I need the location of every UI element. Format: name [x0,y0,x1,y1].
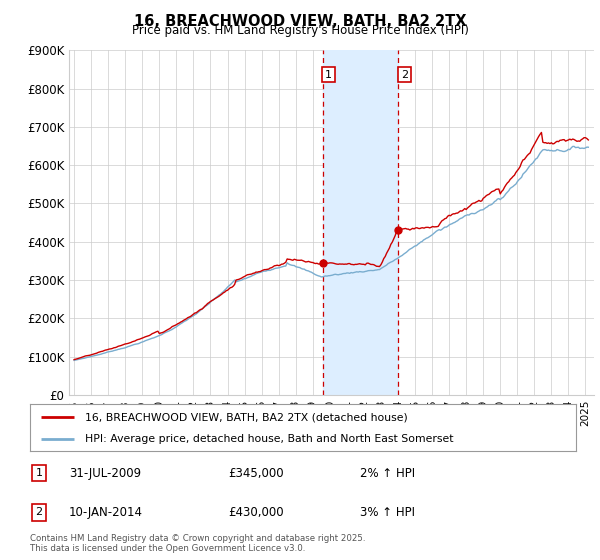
Text: Price paid vs. HM Land Registry's House Price Index (HPI): Price paid vs. HM Land Registry's House … [131,24,469,37]
Text: 2% ↑ HPI: 2% ↑ HPI [360,466,415,480]
Text: 2: 2 [35,507,43,517]
Text: Contains HM Land Registry data © Crown copyright and database right 2025.
This d: Contains HM Land Registry data © Crown c… [30,534,365,553]
Text: 16, BREACHWOOD VIEW, BATH, BA2 2TX: 16, BREACHWOOD VIEW, BATH, BA2 2TX [134,14,466,29]
Text: 10-JAN-2014: 10-JAN-2014 [69,506,143,519]
Text: 3% ↑ HPI: 3% ↑ HPI [360,506,415,519]
Text: 16, BREACHWOOD VIEW, BATH, BA2 2TX (detached house): 16, BREACHWOOD VIEW, BATH, BA2 2TX (deta… [85,412,407,422]
Text: 1: 1 [325,69,332,80]
Text: £345,000: £345,000 [228,466,284,480]
Bar [323,50,398,395]
Text: 2: 2 [401,69,408,80]
Text: HPI: Average price, detached house, Bath and North East Somerset: HPI: Average price, detached house, Bath… [85,434,453,444]
Text: 1: 1 [35,468,43,478]
Text: £430,000: £430,000 [228,506,284,519]
Text: 31-JUL-2009: 31-JUL-2009 [69,466,141,480]
